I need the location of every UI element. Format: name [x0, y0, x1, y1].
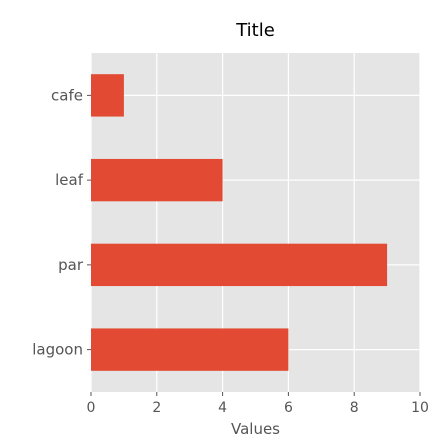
x-axis-label: Values	[231, 420, 280, 438]
x-tick-label: 10	[411, 400, 429, 416]
x-tick-label: 4	[218, 400, 227, 416]
axis-ticks: 0 2 4 6 8 10 lagoon par leaf cafe	[32, 86, 429, 416]
bar-leaf	[91, 158, 223, 202]
bar-par	[91, 243, 388, 287]
bar-cafe	[91, 74, 124, 117]
y-tick-label: cafe	[51, 86, 83, 104]
y-tick-label: leaf	[55, 171, 84, 189]
x-tick-label: 0	[87, 400, 96, 416]
chart-title: Title	[235, 20, 275, 41]
x-tick-label: 8	[350, 400, 359, 416]
y-tick-label: lagoon	[32, 341, 83, 359]
bars	[91, 74, 388, 371]
x-tick-label: 2	[152, 400, 161, 416]
x-tick-label: 6	[284, 400, 293, 416]
y-tick-label: par	[58, 256, 84, 274]
bar-lagoon	[91, 328, 289, 371]
